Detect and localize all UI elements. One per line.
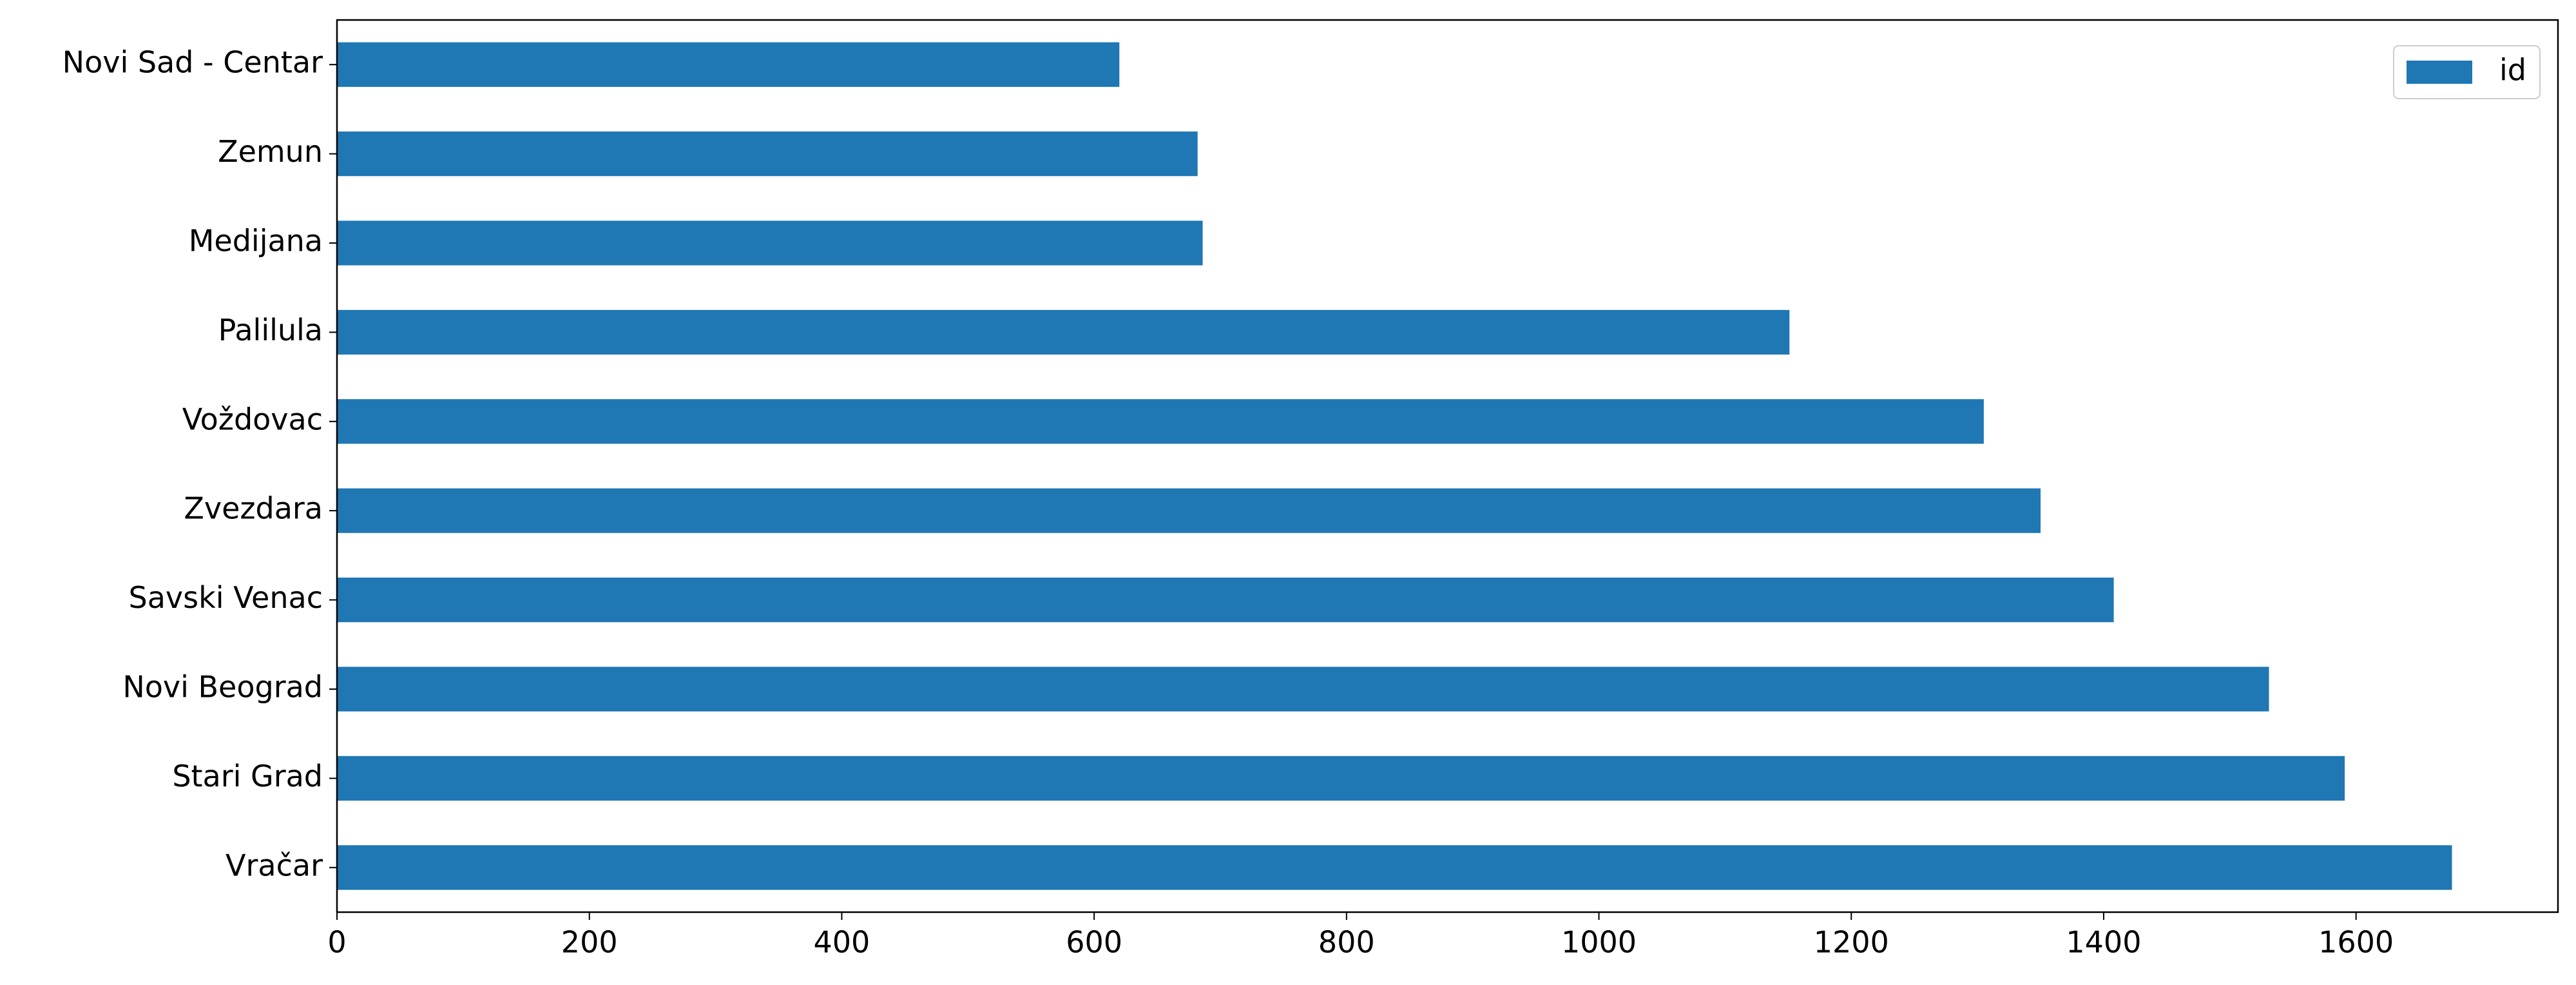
- bar: [337, 220, 1203, 266]
- bar: [337, 488, 2041, 533]
- bar: [337, 309, 1790, 355]
- x-tick-label: 600: [1066, 925, 1122, 960]
- x-tick-label: 0: [327, 925, 346, 960]
- bar: [337, 578, 2114, 623]
- x-tick-label: 1600: [2318, 925, 2394, 960]
- legend-label: id: [2499, 53, 2526, 88]
- legend-swatch: [2407, 61, 2472, 84]
- y-tick-label: Zvezdara: [184, 491, 323, 526]
- y-tick-label: Stari Grad: [172, 759, 323, 794]
- bar: [337, 399, 1984, 444]
- bar: [337, 132, 1198, 177]
- axes-frame: [336, 19, 2559, 913]
- x-tick-label: 1200: [1814, 925, 1889, 960]
- x-tick-label: 1400: [2066, 925, 2141, 960]
- x-tick-label: 1000: [1561, 925, 1637, 960]
- x-tick-label: 400: [814, 925, 870, 960]
- y-tick-label: Savski Venac: [129, 580, 323, 615]
- y-tick-label: Voždovac: [182, 402, 323, 436]
- bar: [337, 845, 2452, 890]
- bar: [337, 756, 2345, 801]
- x-tick-label: 200: [561, 925, 618, 960]
- bar: [337, 667, 2269, 712]
- x-tick-label: 800: [1318, 925, 1375, 960]
- y-tick-label: Medijana: [189, 224, 323, 258]
- y-tick-label: Novi Beograd: [122, 670, 323, 705]
- y-tick-label: Vračar: [226, 848, 323, 883]
- y-tick-label: Zemun: [218, 134, 323, 169]
- y-tick-label: Novi Sad - Centar: [62, 45, 323, 80]
- bar: [337, 42, 1120, 87]
- y-tick-label: Palilula: [218, 313, 323, 347]
